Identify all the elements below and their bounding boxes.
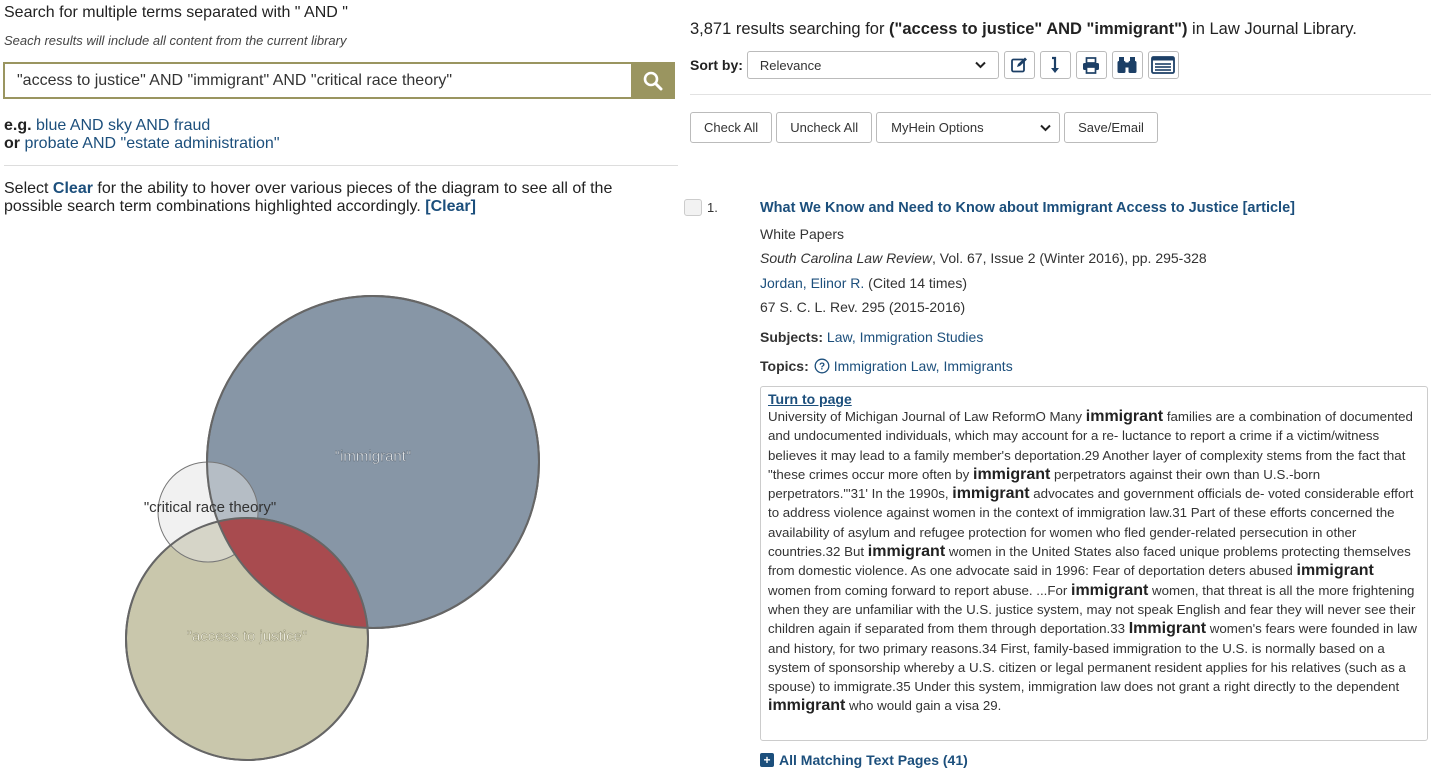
or-label: or — [4, 135, 20, 152]
all-matching-pages-link[interactable]: + All Matching Text Pages (41) — [760, 752, 968, 768]
snippet-highlight: Immigrant — [1128, 620, 1207, 638]
result-topics: Topics: ? Immigration Law, Immigrants — [760, 358, 1013, 374]
result-subjects: Subjects: Law, Immigration Studies — [760, 329, 983, 345]
help-circle-icon[interactable]: ? — [814, 358, 830, 374]
uncheck-all-button[interactable]: Uncheck All — [776, 112, 873, 143]
snippet-segment: women's fears were founded in law and hi… — [768, 621, 1418, 695]
results-library: in Law Journal Library. — [1187, 20, 1357, 38]
snippet-segment: women, that threat is all the more frigh… — [768, 582, 1416, 637]
snippet-highlight: immigrant — [1296, 562, 1374, 580]
snippet-highlight: immigrant — [1085, 408, 1164, 425]
results-summary: 3,871 results searching for ("access to … — [690, 20, 1357, 39]
divider — [4, 165, 678, 166]
list-view-button[interactable] — [1147, 51, 1179, 79]
results-summary-text: results searching for — [731, 20, 890, 38]
journal-details: , Vol. 67, Issue 2 (Winter 2016), pp. 29… — [931, 250, 1207, 266]
venn-label-access-to-justice: "access to justice" — [187, 628, 308, 645]
result-snippet: Turn to page University of Michigan Jour… — [760, 386, 1428, 741]
edit-icon — [1011, 57, 1028, 73]
result-title-link[interactable]: What We Know and Need to Know about Immi… — [760, 200, 1295, 216]
snippet-highlight: immigrant — [952, 485, 1030, 503]
topics-label: Topics: — [760, 358, 809, 374]
search-bar — [3, 62, 675, 99]
edit-button[interactable] — [1003, 51, 1035, 79]
print-button[interactable] — [1075, 51, 1107, 79]
sort-select[interactable]: Relevance — [746, 51, 999, 79]
sort-value: Relevance — [759, 57, 822, 73]
snippet-segment: who would gain a visa 29. — [845, 698, 1002, 714]
clear-link[interactable]: [Clear] — [425, 198, 476, 215]
search-examples: e.g. blue AND sky AND fraud or probate A… — [4, 117, 280, 153]
myhein-options-select[interactable]: MyHein Options — [876, 112, 1061, 143]
result-type: White Papers — [760, 226, 845, 242]
snippet-highlight: immigrant — [867, 543, 946, 561]
plus-icon: + — [760, 753, 774, 767]
myhein-options-value: MyHein Options — [891, 120, 984, 135]
snippet-segment: perpetrators against their own than U.S.… — [768, 466, 1321, 502]
binoculars-icon — [1117, 57, 1137, 73]
snippet-segment: families are a combination of documented… — [768, 409, 1413, 482]
example-link-2[interactable]: probate AND "estate administration" — [24, 135, 280, 152]
print-icon — [1083, 56, 1100, 74]
subjects-links[interactable]: Law, Immigration Studies — [826, 329, 984, 345]
sort-direction-button[interactable] — [1039, 51, 1071, 79]
example-link-1[interactable]: blue AND sky AND fraud — [36, 117, 211, 134]
search-button[interactable] — [631, 62, 675, 99]
results-query: ("access to justice" AND "immigrant") — [889, 20, 1188, 38]
search-panel: Search for multiple terms separated with… — [0, 0, 680, 762]
result-number: 1. — [707, 200, 718, 215]
list-view-icon — [1151, 56, 1176, 74]
divider — [690, 94, 1431, 95]
results-panel: 3,871 results searching for ("access to … — [684, 0, 1431, 768]
snippet-segment: University of Michigan Journal of Law Re… — [768, 409, 1086, 424]
turn-to-page-link[interactable]: Turn to page — [768, 391, 852, 407]
binoculars-button[interactable] — [1111, 51, 1143, 79]
snippet-text: University of Michigan Journal of Law Re… — [768, 407, 1420, 716]
search-icon — [643, 71, 663, 90]
venn-label-immigrant: "immigrant" — [335, 448, 412, 465]
sort-toolbar: Sort by: Relevance — [690, 51, 1179, 79]
search-heading: Search for multiple terms separated with… — [4, 4, 348, 21]
save-email-button[interactable]: Save/Email — [1064, 112, 1158, 143]
snippet-highlight: immigrant — [768, 697, 846, 715]
topics-links[interactable]: Immigration Law, Immigrants — [833, 358, 1013, 374]
snippet-segment: women from coming forward to report abus… — [768, 582, 1071, 598]
instructions-clear-word: Clear — [52, 180, 93, 197]
venn-instructions: Select Clear for the ability to hover ov… — [4, 180, 664, 216]
search-subheading: Seach results will include all content f… — [4, 33, 347, 48]
instructions-suffix: for the ability to hover over various pi… — [4, 180, 613, 215]
eg-label: e.g. — [4, 117, 32, 134]
venn-label-critical-race-theory: "critical race theory" — [144, 499, 276, 516]
results-actions: Check All Uncheck All MyHein Options Sav… — [690, 112, 1162, 143]
snippet-highlight: immigrant — [973, 465, 1051, 483]
subjects-label: Subjects: — [760, 329, 824, 345]
author-link[interactable]: Jordan, Elinor R. — [760, 275, 865, 291]
venn-outline-access-to-justice — [125, 517, 369, 761]
chevron-down-icon — [1040, 124, 1051, 131]
result-citation: 67 S. C. L. Rev. 295 (2015-2016) — [760, 299, 966, 315]
result-checkbox[interactable] — [684, 199, 702, 216]
result-journal: South Carolina Law Review, Vol. 67, Issu… — [760, 250, 1207, 266]
results-count: 3,871 — [690, 20, 732, 38]
search-input[interactable] — [3, 62, 631, 99]
check-all-button[interactable]: Check All — [690, 112, 773, 143]
snippet-segment: advocates and government officials de- v… — [768, 486, 1414, 560]
venn-diagram: "immigrant" "critical race theory" "acce… — [125, 295, 540, 761]
svg-text:?: ? — [819, 362, 825, 373]
snippet-highlight: immigrant — [1071, 581, 1149, 599]
journal-name: South Carolina Law Review — [760, 250, 932, 266]
venn-intersection-immigrant-access-to-justice[interactable] — [126, 518, 368, 760]
cited-count: (Cited 14 times) — [864, 275, 967, 291]
result-author: Jordan, Elinor R. (Cited 14 times) — [760, 275, 967, 291]
venn-outline-immigrant — [206, 295, 540, 629]
instructions-prefix: Select — [4, 180, 53, 197]
all-matching-label: All Matching Text Pages (41) — [779, 752, 968, 768]
chevron-down-icon — [975, 61, 986, 69]
sort-direction-icon — [1051, 56, 1060, 73]
sort-label: Sort by: — [690, 57, 743, 73]
snippet-segment: women in the United States also faced un… — [768, 544, 1411, 579]
